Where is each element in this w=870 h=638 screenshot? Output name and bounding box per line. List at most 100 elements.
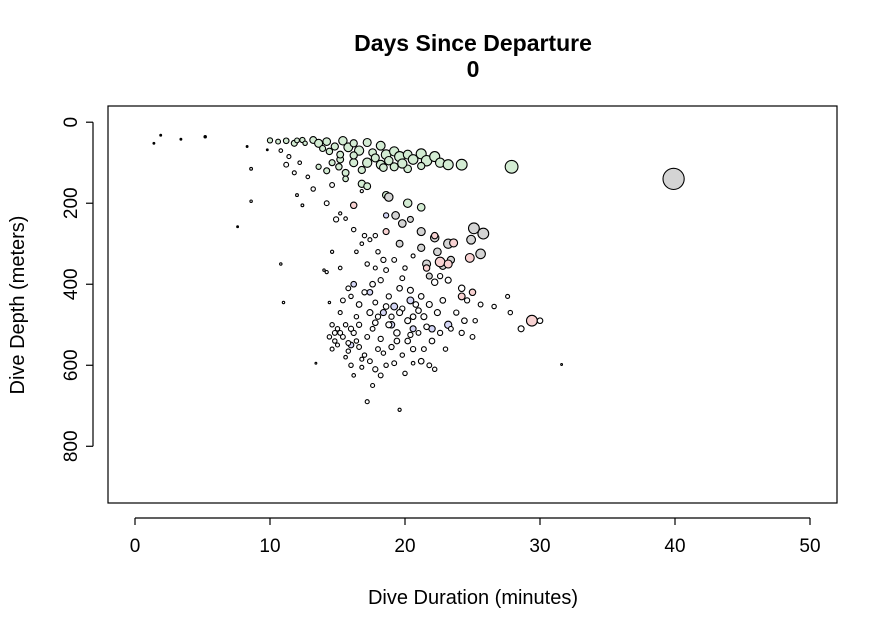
data-point [305,174,311,180]
data-point [397,158,408,169]
data-point [380,350,387,356]
data-point [436,272,444,280]
data-point [505,293,511,299]
data-point [442,346,449,352]
data-point [393,329,401,337]
data-point [412,301,420,308]
data-point [420,313,428,321]
data-point [375,140,386,151]
data-point [286,154,292,160]
data-point [428,337,436,345]
plot-area-frame [107,105,838,504]
data-point [385,293,392,300]
data-point [389,162,399,172]
data-point [396,309,404,317]
y-tick-label: 600 [61,349,82,381]
data-point [349,201,358,210]
data-point [324,269,329,275]
data-point [372,232,379,239]
data-point [430,278,439,286]
data-point [349,158,359,168]
data-point [282,137,290,145]
data-point [327,300,332,305]
data-point [662,167,685,191]
data-point [314,138,324,148]
data-point [391,211,400,220]
data-point [399,352,406,358]
data-point [336,150,345,159]
data-point [364,261,370,267]
data-point [472,317,478,324]
data-point [350,280,358,288]
data-point [469,333,476,340]
data-point [436,329,444,337]
data-point [314,361,318,365]
data-point [334,326,341,332]
y-tick-label: 800 [61,430,82,462]
data-point [278,148,284,153]
data-point [345,348,352,354]
data-point [356,344,363,350]
data-point [245,145,249,148]
data-point [370,153,380,163]
data-point [375,346,381,353]
data-point [491,303,497,310]
data-point [447,325,454,332]
data-point [359,241,365,247]
data-point [417,243,426,252]
data-point [323,200,330,207]
data-point [442,159,454,171]
data-point [417,293,425,300]
data-point [404,317,412,325]
x-axis-title: Dive Duration (minutes) [368,587,578,609]
data-point [159,133,163,137]
data-point [406,286,414,294]
data-point [402,265,408,271]
data-point [249,199,253,203]
data-point [323,167,331,175]
data-point [326,334,333,340]
data-point [420,346,427,353]
data-point [348,362,354,369]
data-point [397,407,402,412]
data-point [384,155,394,166]
data-point [410,360,416,366]
y-axis-title: Dive Depth (meters) [7,216,29,395]
data-point [325,147,334,156]
data-point [399,275,406,282]
data-point [295,193,299,198]
data-point [353,338,360,344]
data-point [507,309,514,316]
data-point [390,302,399,311]
x-tick-label: 20 [394,536,415,557]
data-point [342,175,349,183]
data-point [369,280,376,288]
data-point [359,356,365,362]
data-point [404,337,412,345]
data-point [339,333,346,340]
data-point [302,140,308,147]
data-point [467,222,480,235]
data-point [372,299,379,306]
data-point [463,297,471,304]
data-point [362,157,373,168]
data-point [337,310,343,316]
data-point [294,137,300,144]
data-point [319,144,327,153]
data-point [382,303,390,310]
data-point [416,227,426,237]
data-point [366,309,374,317]
data-point [329,346,335,352]
data-point [337,265,343,271]
data-point [370,382,376,389]
data-point [407,154,419,165]
data-point [382,212,390,219]
data-point [388,313,395,320]
data-point [265,148,269,152]
data-points [152,133,685,412]
data-point [525,314,538,327]
x-axis: 0 10 20 30 40 50 [130,517,821,557]
data-point [338,211,343,216]
data-point [433,247,442,257]
data-point [372,366,379,373]
